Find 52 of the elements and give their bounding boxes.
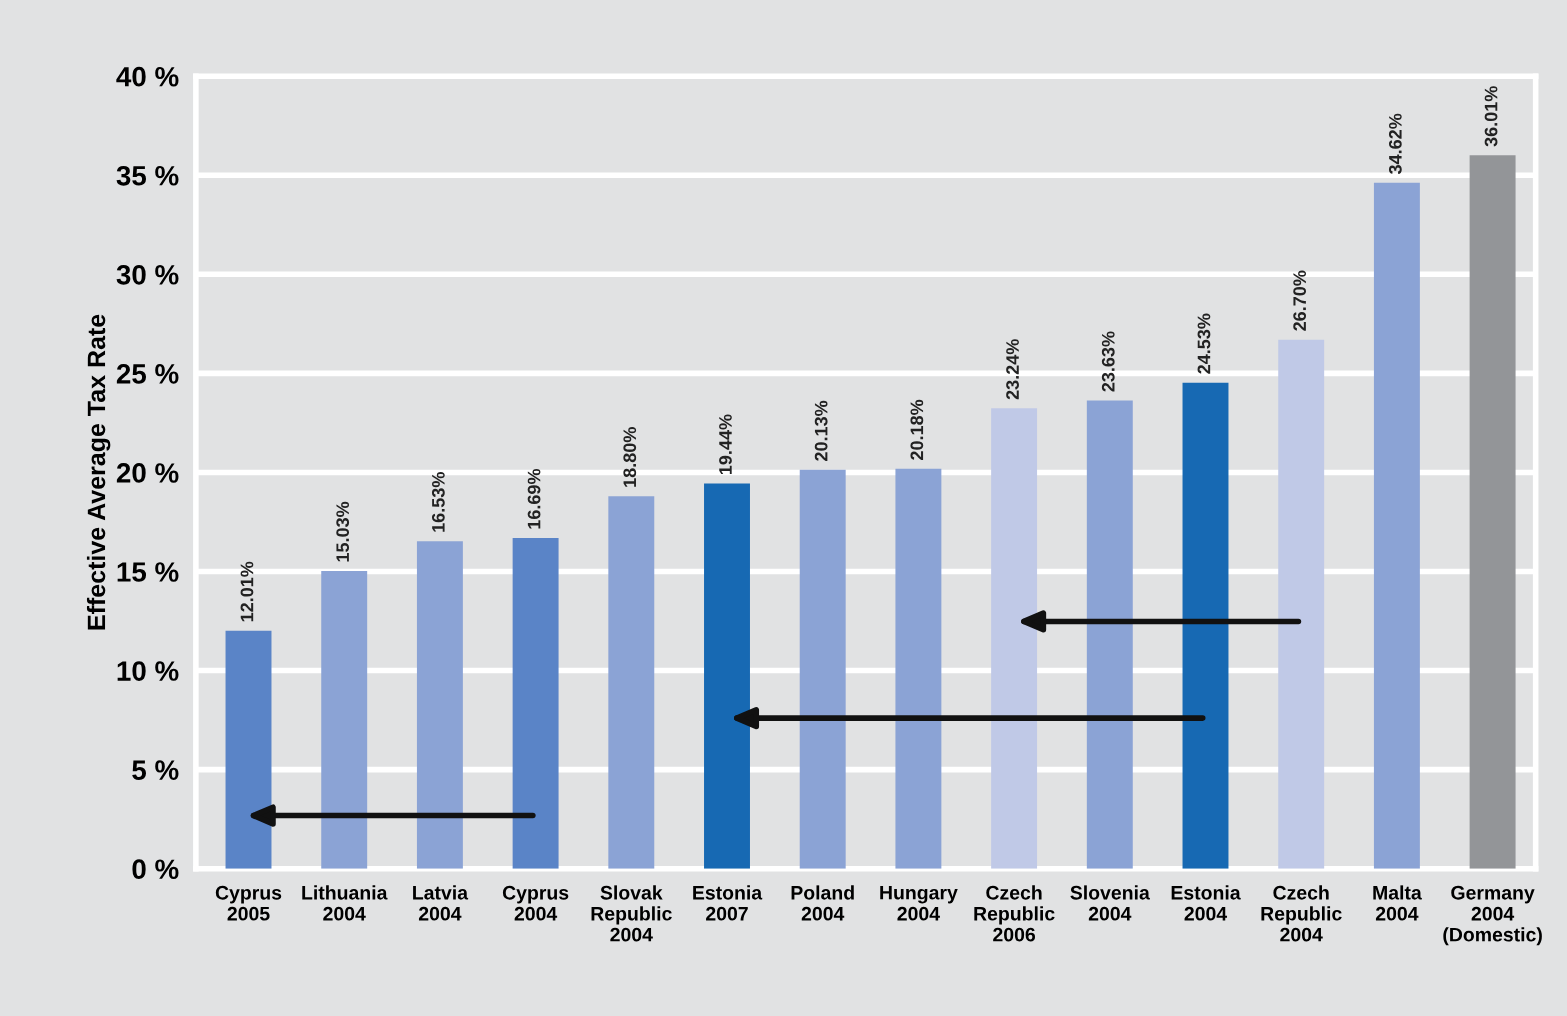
x-tick-label: Lithuania 2004 [302,885,388,921]
bar [512,538,559,869]
x-tick-label: Slovenia 2004 [1070,885,1150,921]
y-axis-title: Effective Average Tax Rate [86,314,111,630]
y-tick-label: 25 % [116,364,179,384]
data-label: 18.80% [623,427,637,487]
bar [895,468,942,869]
x-tick-label: Latvia 2004 [413,885,469,921]
x-tick-label: Hungary 2004 [880,885,958,921]
data-label: 24.53% [1197,313,1211,374]
y-tick-label: 15 % [117,562,179,582]
x-tick-label: Cyprus 2005 [215,885,282,921]
data-label: 20.13% [814,400,828,461]
data-label: 23.24% [1006,339,1019,400]
x-tick-label: Slovak Republic 2004 [591,885,672,942]
data-label: 26.70% [1293,270,1307,331]
bar [416,541,463,869]
x-tick-label: Czech Republic 2004 [1261,885,1342,942]
bar [704,483,750,869]
bar [1182,382,1229,869]
data-label: 16.53% [431,472,445,532]
bar [225,630,272,869]
bar [608,496,655,869]
data-label: 16.69% [527,468,541,529]
data-label: 34.62% [1388,113,1402,175]
data-label: 12.01% [240,561,254,622]
data-label: 36.01% [1484,86,1498,147]
bar [1469,155,1516,869]
x-tick-label: Poland 2004 [791,885,854,921]
x-tick-label: Malta 2004 [1373,885,1422,921]
x-tick-label: Germany 2004 (Domestic) [1443,885,1542,946]
x-tick-label: Estonia 2004 [1171,885,1241,921]
y-tick-label: 35 % [116,165,179,186]
y-tick-label: 10 % [117,661,179,681]
x-tick-label: Cyprus 2004 [502,885,569,921]
data-label: 15.03% [336,501,350,562]
data-label: 19.44% [719,414,732,475]
y-tick-label: 40 % [116,66,179,87]
bar [1086,400,1133,869]
bar [799,469,846,869]
y-tick-label: 30 % [116,264,179,285]
y-tick-label: 0 % [132,859,179,880]
bar [1373,182,1420,869]
bar [991,408,1038,869]
x-tick-label: Czech Republic 2006 [974,885,1055,942]
data-label: 23.63% [1101,331,1115,392]
y-tick-label: 20 % [116,463,179,483]
y-tick-label: 5 % [132,760,179,780]
data-label: 20.18% [910,399,924,460]
x-tick-label: Estonia 2007 [693,885,763,921]
bar [321,570,368,869]
bar [1278,339,1325,869]
